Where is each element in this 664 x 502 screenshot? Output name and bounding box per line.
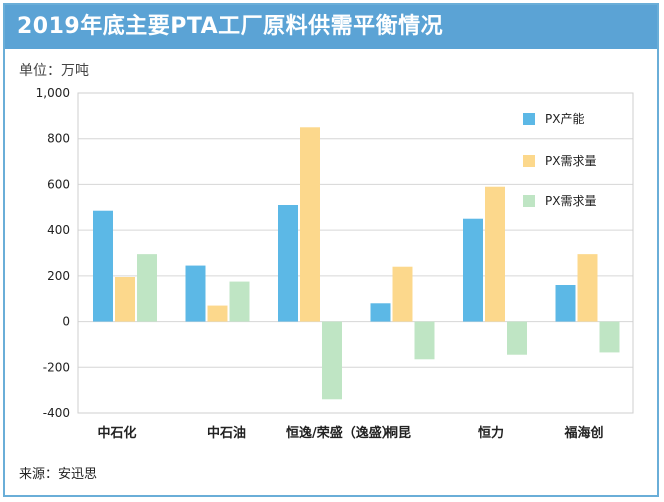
y-tick-label: -400 [43,406,70,420]
source-label: 来源：安迅思 [19,467,98,482]
chart-frame: 2019年底主要PTA工厂原料供需平衡情况 单位：万吨 1,000 800 600 4… [3,3,659,497]
bar-3 [599,321,620,353]
chart-title: 2019年底主要PTA工厂原料供需平衡情况 [5,5,657,49]
category-label: 中石油 [207,425,246,441]
category-label: 桐昆 [385,425,411,441]
y-tick-label: 1,000 [36,86,70,100]
x-axis: 中石化 中石油 恒逸/荣盛（逸盛）桐昆 恒力 福海创 [97,425,603,441]
bar-chart: 1,000 800 600 400 200 0 -200 -400 中石化 中石油 恒逸/荣盛（逸… [36,86,634,441]
bar-1 [463,218,483,322]
gridlines [77,92,634,414]
y-axis: 1,000 800 600 400 200 0 -200 -400 [36,86,70,420]
bar-1 [185,265,206,322]
category-label: 中石化 [97,425,136,441]
bar-3 [322,321,342,400]
y-tick-label: 600 [47,177,70,191]
y-tick-label: 400 [47,223,70,237]
bar-3 [137,254,157,322]
category-label: 恒逸/荣盛（逸盛） [286,425,395,441]
bar-2 [392,266,413,322]
y-tick-label: 200 [47,269,70,283]
legend: PX产能 PX需求量 PX需求量 [523,112,596,208]
legend-swatch [523,195,535,207]
legend-label: PX需求量 [545,194,596,208]
bar-1 [278,205,298,322]
bar-3 [507,321,527,355]
legend-label: PX产能 [545,112,584,126]
y-tick-label: -200 [43,360,70,374]
plot-border [77,92,634,414]
category-label: 福海创 [563,425,603,441]
bars [93,127,620,400]
unit-label: 单位：万吨 [19,63,89,79]
bar-1 [370,303,391,322]
bar-1 [93,210,113,322]
bar-2 [485,186,505,322]
bar-3 [414,321,435,360]
bar-2 [300,127,320,322]
bar-1 [555,285,576,322]
legend-swatch [523,155,535,167]
legend-label: PX需求量 [545,154,596,168]
bar-2 [577,254,598,322]
bar-2 [115,277,135,322]
bar-2 [207,305,228,322]
bar-3 [229,281,250,322]
category-label: 恒力 [478,425,504,441]
y-tick-label: 0 [62,315,70,329]
y-tick-label: 800 [47,132,70,146]
legend-swatch [523,113,535,125]
